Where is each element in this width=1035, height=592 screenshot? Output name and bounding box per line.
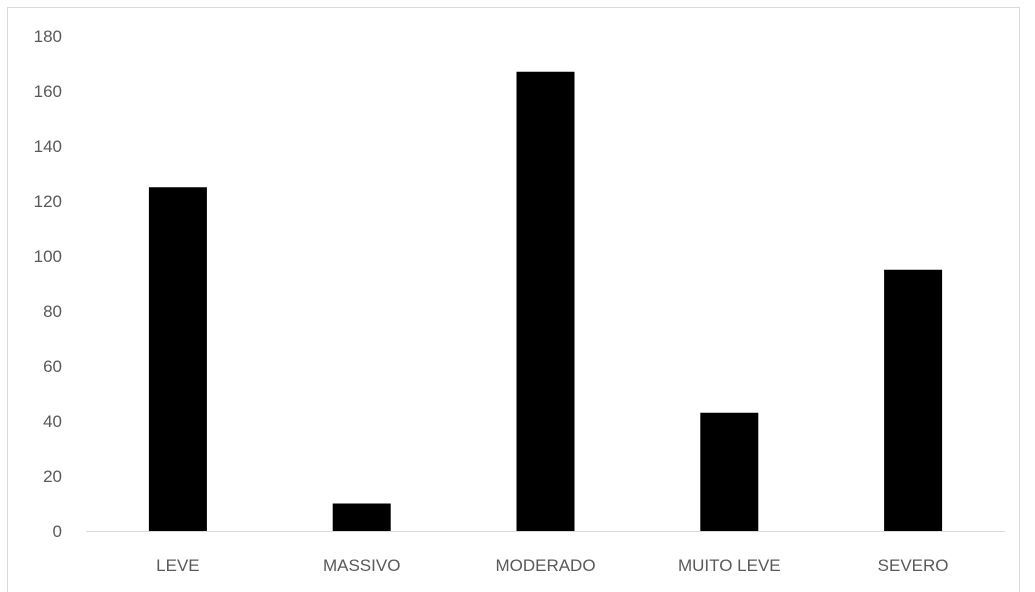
y-tick-label: 180: [34, 27, 62, 46]
y-tick-label: 160: [34, 82, 62, 101]
bar-leve: [148, 187, 207, 531]
y-axis-tick-labels: 0 20 40 60 80 100 120 140 160 180: [34, 27, 62, 541]
x-tick-label: MASSIVO: [323, 556, 400, 575]
bar-muito-leve: [700, 412, 759, 531]
x-tick-label: MODERADO: [495, 556, 595, 575]
y-tick-label: 100: [34, 247, 62, 266]
y-tick-label: 0: [53, 522, 62, 541]
bar-moderado: [516, 71, 575, 531]
y-tick-label: 20: [43, 467, 62, 486]
y-tick-label: 40: [43, 412, 62, 431]
bar-massivo: [332, 503, 391, 531]
y-tick-label: 120: [34, 192, 62, 211]
bars: [148, 71, 943, 531]
x-axis-tick-labels: LEVE MASSIVO MODERADO MUITO LEVE SEVERO: [156, 556, 948, 575]
x-tick-label: LEVE: [156, 556, 199, 575]
x-tick-label: MUITO LEVE: [678, 556, 781, 575]
y-tick-label: 60: [43, 357, 62, 376]
x-tick-label: SEVERO: [878, 556, 949, 575]
bar-severo: [884, 269, 943, 531]
y-tick-label: 80: [43, 302, 62, 321]
y-tick-label: 140: [34, 137, 62, 156]
